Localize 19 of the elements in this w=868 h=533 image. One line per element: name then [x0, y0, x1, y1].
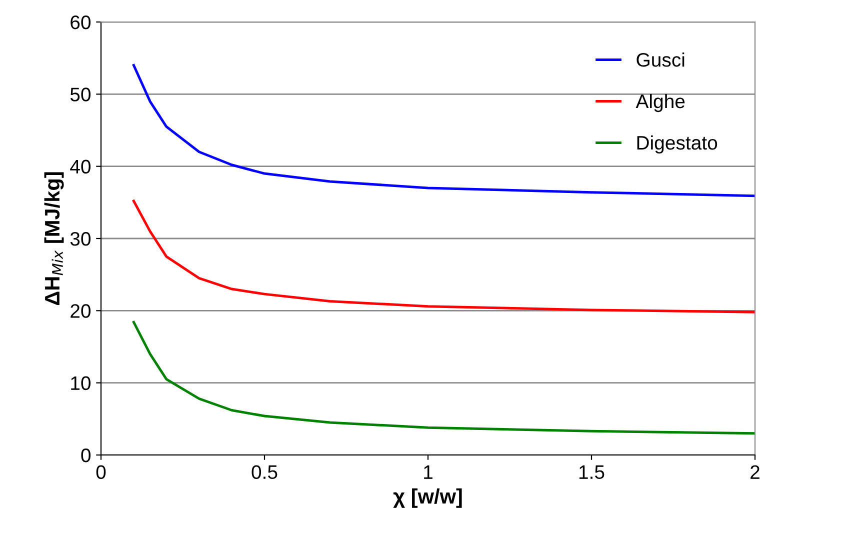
legend-label: Gusci	[636, 52, 684, 67]
x-tick-label: 0.5	[252, 465, 278, 480]
line-series	[132, 200, 755, 314]
legend-label: Digestato	[637, 135, 718, 154]
x-tick-label: 1	[424, 465, 432, 479]
x-axis-title: χ [w/w]	[393, 488, 462, 508]
y-tick-label: 20	[70, 304, 91, 318]
y-tick-label: 30	[70, 232, 91, 246]
y-tick-label: 0	[81, 448, 91, 462]
y-tick-label: 10	[71, 376, 91, 390]
y-tick-label: 60	[70, 15, 91, 30]
y-tick-label: 50	[70, 88, 91, 102]
y-axis-title: ΔH$_{Mix}$ [MJ/kg]	[44, 172, 64, 306]
y-tick-label: 40	[70, 160, 91, 174]
x-tick-label: 2	[750, 465, 760, 479]
legend-label: Alghe	[636, 94, 685, 112]
line-series	[132, 320, 755, 435]
x-tick-label: 0	[96, 465, 106, 480]
x-tick-label: 1.5	[579, 465, 604, 480]
